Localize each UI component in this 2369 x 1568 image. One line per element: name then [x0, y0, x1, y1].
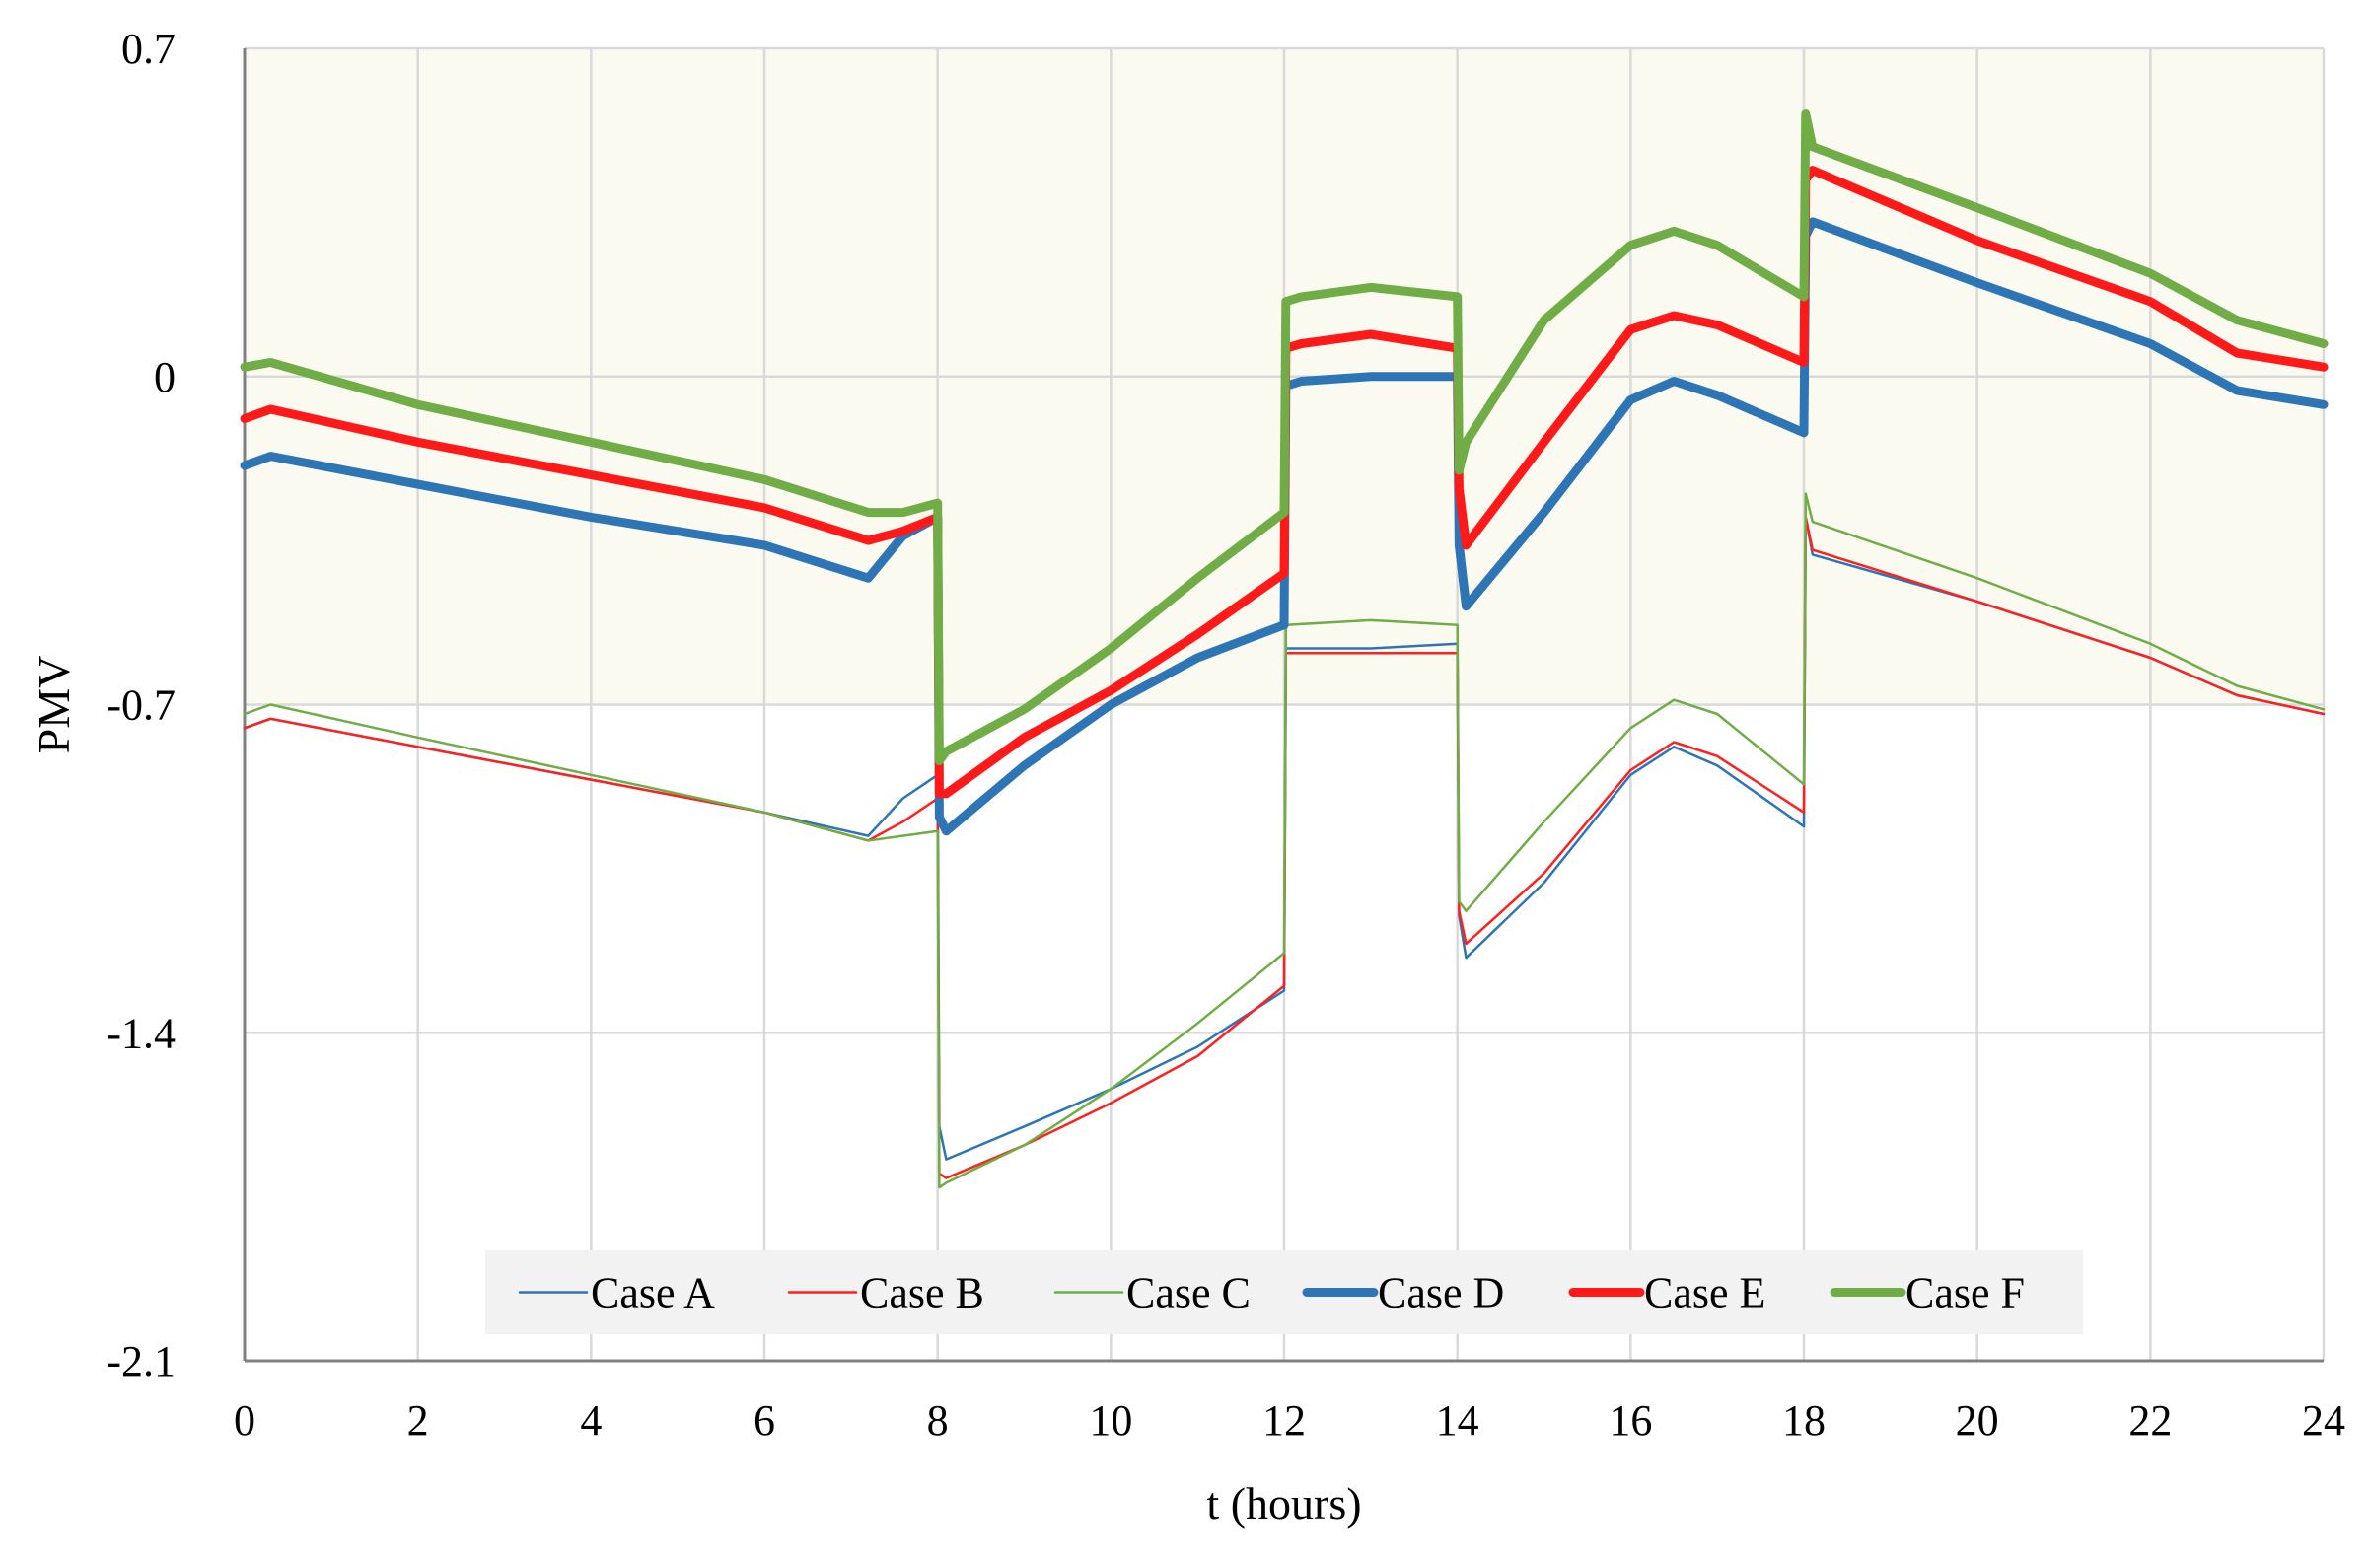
series-line-case-c: [243, 492, 2326, 1189]
legend-label: Case E: [1644, 1269, 1765, 1318]
x-tick-label: 8: [927, 1396, 949, 1445]
x-tick-label: 22: [2128, 1396, 2172, 1445]
legend-box: [485, 1250, 2083, 1334]
legend-label: Case B: [860, 1269, 984, 1318]
series-lines: [240, 109, 2329, 1189]
y-tick-label: 0: [154, 353, 176, 401]
x-tick-label: 2: [407, 1396, 429, 1445]
y-tick-label: -1.4: [107, 1009, 176, 1057]
y-tick-label: -0.7: [107, 681, 176, 730]
legend: Case A Case B Case C Case D Case E Case F: [485, 1250, 2083, 1334]
series-line-case-f: [240, 109, 2329, 765]
legend-label: Case C: [1126, 1269, 1251, 1318]
y-tick-label: -2.1: [107, 1337, 176, 1386]
x-tick-label: 24: [2302, 1396, 2345, 1445]
y-tick-labels: 0.7 0 -0.7 -1.4 -2.1: [107, 25, 176, 1386]
legend-label: Case F: [1905, 1269, 2025, 1318]
x-tick-labels: 0 2 4 6 8 10 12 14 16 18 20 22 24: [234, 1396, 2345, 1445]
legend-label: Case D: [1378, 1269, 1504, 1318]
x-tick-label: 18: [1782, 1396, 1826, 1445]
axes: [243, 48, 2324, 1363]
x-tick-label: 6: [754, 1396, 775, 1445]
x-tick-label: 20: [1956, 1396, 1999, 1445]
x-tick-label: 4: [580, 1396, 602, 1445]
y-axis-title: PMV: [29, 656, 79, 754]
x-tick-label: 14: [1436, 1396, 1479, 1445]
x-tick-label: 16: [1609, 1396, 1652, 1445]
x-tick-label: 12: [1262, 1396, 1306, 1445]
x-tick-label: 10: [1089, 1396, 1132, 1445]
x-axis-title: t (hours): [1206, 1478, 1361, 1529]
x-tick-label: 0: [234, 1396, 255, 1445]
y-tick-label: 0.7: [121, 25, 176, 73]
legend-label: Case A: [591, 1269, 715, 1318]
